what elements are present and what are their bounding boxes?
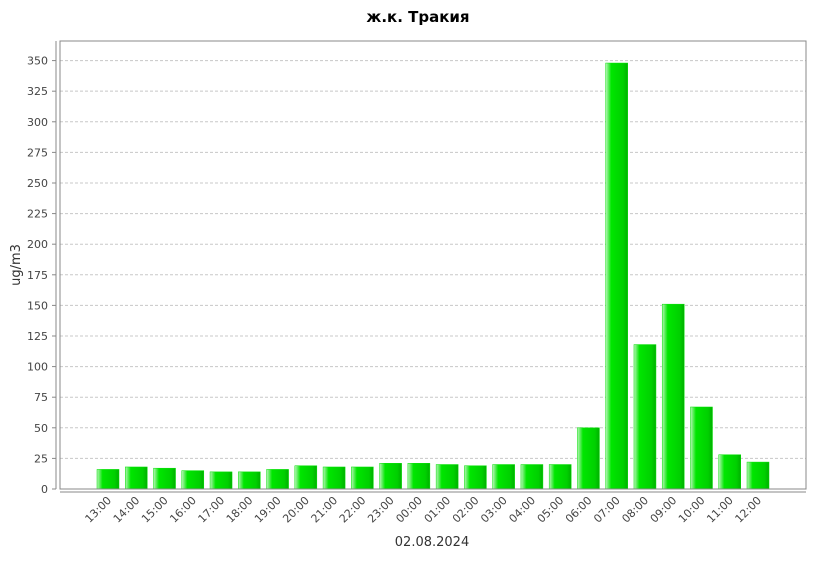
x-tick-label: 01:00 [422,494,454,526]
x-tick-label: 06:00 [563,494,595,526]
x-tick-label: 15:00 [139,494,171,526]
bar [209,471,233,490]
y-tick-label: 125 [27,330,48,343]
bar [718,454,741,490]
y-tick-label: 75 [34,391,48,404]
y-tick-label: 200 [27,238,48,251]
x-tick-label: 19:00 [252,494,284,526]
chart-title: ж.к. Тракия [366,8,469,26]
x-tick-label: 10:00 [676,494,708,526]
y-tick-label: 175 [27,269,48,282]
bar [690,406,713,490]
bar [322,466,346,490]
bar [548,464,572,490]
bar [464,465,487,490]
bar [125,466,148,490]
bar [294,465,318,490]
x-tick-label: 20:00 [280,494,312,526]
x-axis-label: 02.08.2024 [395,535,469,550]
bar [661,303,685,490]
bar [266,469,289,490]
bar [238,471,261,490]
y-tick-label: 325 [27,85,48,98]
y-tick-label: 275 [27,146,48,159]
x-tick-label: 00:00 [393,494,425,526]
y-tick-label: 300 [27,116,48,129]
bar [435,464,459,490]
bar [379,463,402,490]
x-tick-label: 09:00 [648,494,680,526]
x-tick-label: 03:00 [478,494,510,526]
x-tick-label: 21:00 [309,494,341,526]
bar [577,427,600,490]
x-tick-label: 17:00 [196,494,228,526]
x-tick-label: 14:00 [111,494,143,526]
x-tick-label: 02:00 [450,494,482,526]
x-tick-label: 08:00 [619,494,651,526]
y-tick-label: 50 [34,422,48,435]
y-tick-label: 225 [27,208,48,221]
x-tick-label: 13:00 [83,494,115,526]
x-tick-label: 07:00 [591,494,623,526]
x-tick-label: 18:00 [224,494,256,526]
x-tick-label: 11:00 [704,494,736,526]
plot-frame [59,40,807,490]
x-tick-label: 04:00 [506,494,538,526]
y-tick-label: 0 [41,483,48,496]
y-tick-label: 25 [34,452,48,465]
bar [96,469,120,490]
bar [407,463,431,490]
bar [351,466,374,490]
bar [633,344,657,490]
x-tick-label: 05:00 [535,494,567,526]
y-tick-label: 250 [27,177,48,190]
y-tick-label: 100 [27,361,48,374]
bar [492,464,515,490]
y-tick-label: 150 [27,299,48,312]
x-tick-label: 16:00 [167,494,199,526]
bar [520,464,544,490]
bar [746,461,770,490]
x-tick-label: 23:00 [365,494,397,526]
x-tick-label: 12:00 [733,494,765,526]
x-tick-label: 22:00 [337,494,369,526]
y-tick-label: 350 [27,55,48,68]
bar [181,470,205,490]
bar [153,467,176,490]
y-axis-label: ug/m3 [9,244,24,286]
bar [605,62,628,490]
